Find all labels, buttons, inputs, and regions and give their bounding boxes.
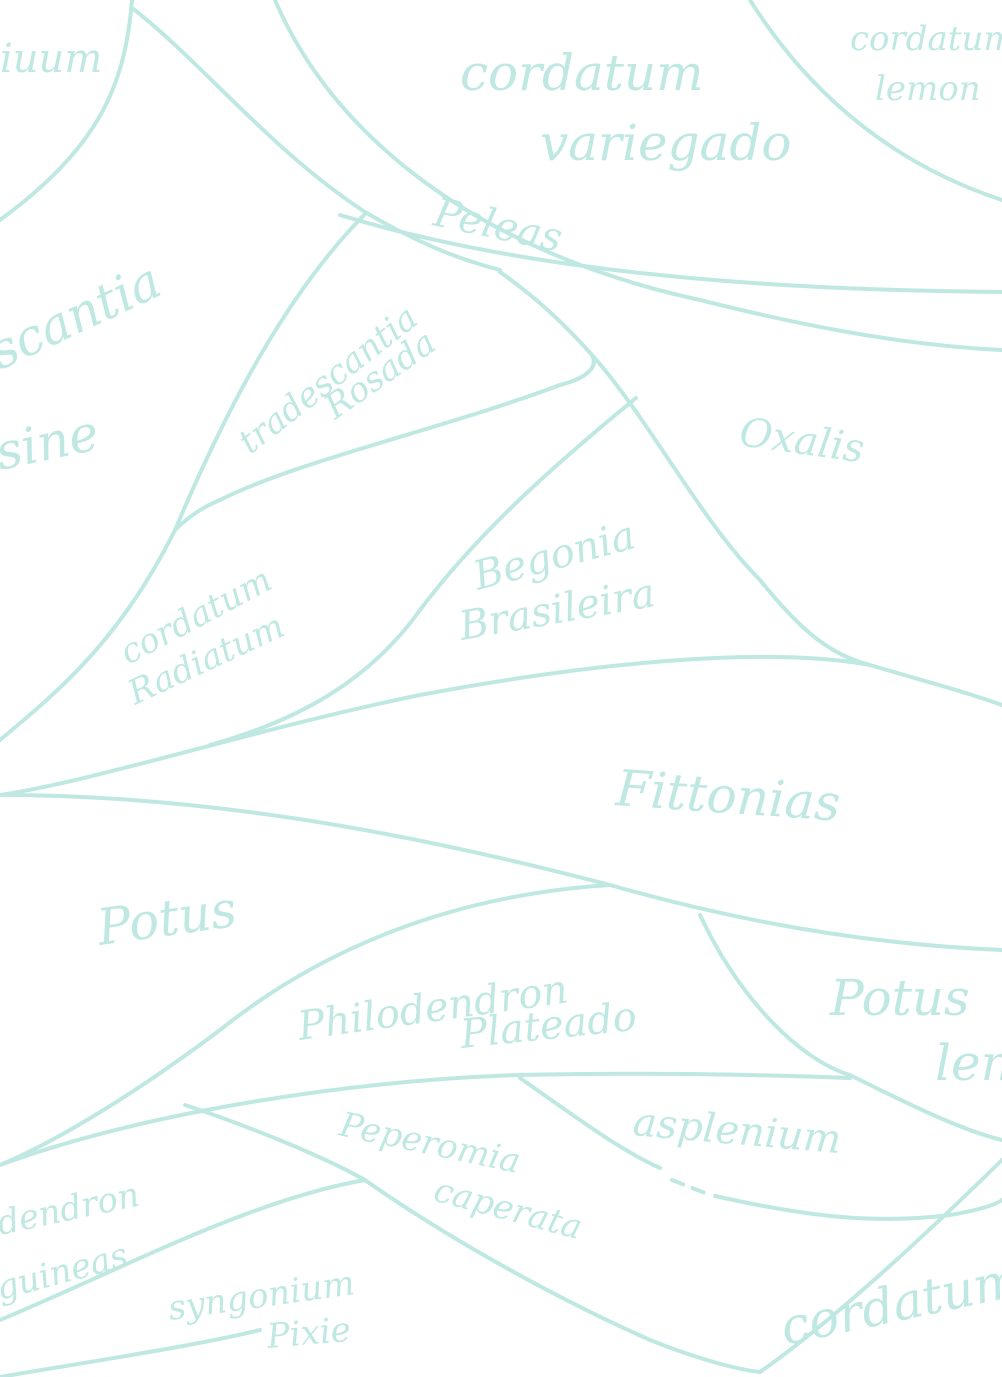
label-oxalis: Oxalis <box>737 409 867 472</box>
label-asplenium: asplenium <box>631 1099 843 1163</box>
boundary-line <box>273 0 1002 352</box>
label-fittonias: Fittonias <box>613 759 842 833</box>
boundary-line <box>0 654 872 797</box>
boundary-line <box>0 0 134 222</box>
label-dendron-partial-1: dendron <box>0 1175 143 1244</box>
label-cordatum-lemon-1: cordatum <box>850 19 1002 59</box>
boundary-line <box>748 0 1002 202</box>
label-tradescantia-left-1: scantia <box>0 252 170 381</box>
label-dendron-partial-2: guineas <box>0 1235 132 1308</box>
boundary-line <box>518 1076 662 1170</box>
label-potus-lemon-1: Potus <box>829 969 970 1027</box>
label-tradescantia-left-2: sine <box>0 403 104 481</box>
boundary-line <box>758 1158 1002 1374</box>
boundary-line <box>0 212 367 742</box>
boundary-line <box>0 1178 367 1322</box>
boundary-line <box>713 1194 1002 1221</box>
label-top-left-partial: iuum <box>0 36 102 82</box>
label-pixie: Pixie <box>264 1310 352 1357</box>
boundary-line <box>208 396 638 747</box>
boundary-line <box>670 1178 712 1197</box>
plant-labels: iuum cordatum variegado cordatum lemon P… <box>0 19 1002 1357</box>
boundary-line <box>0 1328 262 1377</box>
label-potus: Potus <box>93 880 240 957</box>
boundary-line <box>0 793 1002 952</box>
label-peperomia: Peperomia <box>335 1104 524 1181</box>
boundary-line <box>0 883 612 1167</box>
boundary-line <box>173 270 596 532</box>
boundary-line <box>130 6 502 272</box>
boundary-line <box>0 1071 852 1167</box>
label-potus-lemon-2: lemon <box>935 1034 1002 1092</box>
boundary-line <box>183 1103 762 1374</box>
boundary-line <box>338 213 1002 294</box>
label-cordatum-lemon-2: lemon <box>875 69 981 109</box>
boundary-line <box>590 353 1002 707</box>
label-cordatum: cordatum <box>460 44 704 102</box>
boundary-line <box>698 913 1002 1142</box>
label-variegado: variegado <box>540 114 791 172</box>
